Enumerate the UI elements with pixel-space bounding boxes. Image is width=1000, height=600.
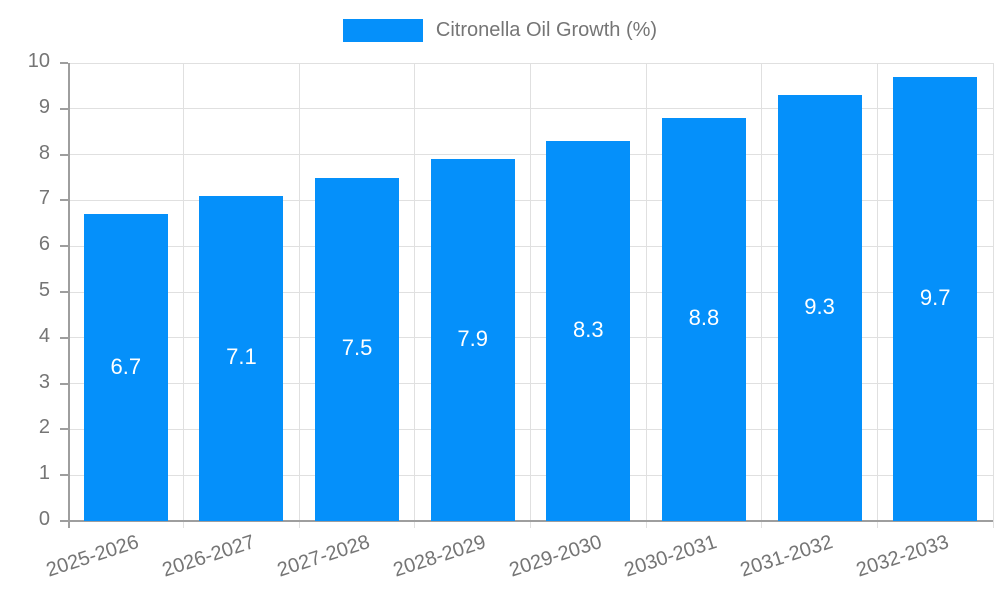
x-gridline [530,63,531,521]
x-axis-tick [645,521,647,528]
y-tick-label: 7 [38,187,50,210]
y-axis-tick [60,153,68,156]
y-axis-tick [60,474,68,477]
bar-2027-2028[interactable] [315,177,400,521]
x-tick-label-2029-2030: 2029-2030 [506,531,605,582]
y-axis-tick [60,382,68,385]
x-gridline [992,63,994,521]
y-tick-label: 10 [27,50,50,72]
legend-color-swatch [342,19,423,42]
chart-legend: Citronella Oil Growth (%) [0,19,1000,42]
y-tick-label: 1 [38,462,50,485]
x-axis-tick [876,521,878,528]
x-gridline [645,63,647,521]
bar-2029-2030[interactable] [546,140,631,521]
bar-2028-2029[interactable] [430,159,515,521]
x-tick-label-2025-2026: 2025-2026 [43,531,142,582]
x-axis-tick [530,521,531,528]
x-gridline [876,63,878,521]
bar-2030-2031[interactable] [661,117,746,521]
bar-value-label: 8.8 [688,305,720,331]
y-tick-label: 3 [38,370,50,393]
y-tick-label: 6 [38,233,50,256]
legend-label: Citronella Oil Growth (%) [435,19,658,41]
bar-value-label: 9.3 [804,294,835,320]
x-gridline [298,63,300,521]
bar-2032-2033[interactable] [893,76,978,521]
y-axis-tick [60,107,68,110]
x-axis-tick [67,521,70,528]
x-tick-label-2026-2027: 2026-2027 [159,531,258,582]
x-tick-label-2027-2028: 2027-2028 [275,531,373,582]
y-tick-label: 2 [38,416,50,439]
y-tick-label: 9 [38,95,50,118]
x-axis-tick [761,521,763,528]
y-axis-tick [60,199,68,202]
y-axis-tick [60,520,68,522]
x-tick-label-2030-2031: 2030-2031 [621,531,720,582]
y-axis-tick [60,291,68,293]
bar-value-label: 7.5 [341,335,373,361]
bar-value-label: 8.3 [573,316,604,342]
y-tick-label: 8 [38,141,50,164]
bar-value-label: 7.1 [226,344,257,370]
x-tick-label-2031-2032: 2031-2032 [737,531,836,582]
x-axis-tick [414,521,416,528]
bar-2026-2027[interactable] [199,195,284,521]
y-tick-label: 4 [38,324,50,347]
y-tick-label: 5 [38,279,50,301]
x-axis-line [68,520,993,522]
y-axis-tick [60,428,68,431]
x-tick-label-2032-2033: 2032-2033 [853,531,951,582]
bar-2025-2026[interactable] [83,214,168,521]
y-tick-label: 0 [38,508,50,530]
bar-2031-2032[interactable] [777,95,862,521]
x-axis-tick [992,521,994,528]
bar-value-label: 7.9 [457,326,488,352]
x-gridline [761,63,763,521]
y-axis-tick [60,336,68,339]
x-axis-tick [298,521,300,528]
x-axis-tick [183,521,185,528]
x-tick-label-2028-2029: 2028-2029 [390,531,489,582]
x-gridline [67,63,70,521]
x-gridline [414,63,416,521]
bar-value-label: 9.7 [919,284,951,310]
y-axis-tick [60,245,68,248]
y-axis-tick [60,62,68,64]
x-gridline [183,63,185,521]
bar-value-label: 6.7 [110,353,142,379]
